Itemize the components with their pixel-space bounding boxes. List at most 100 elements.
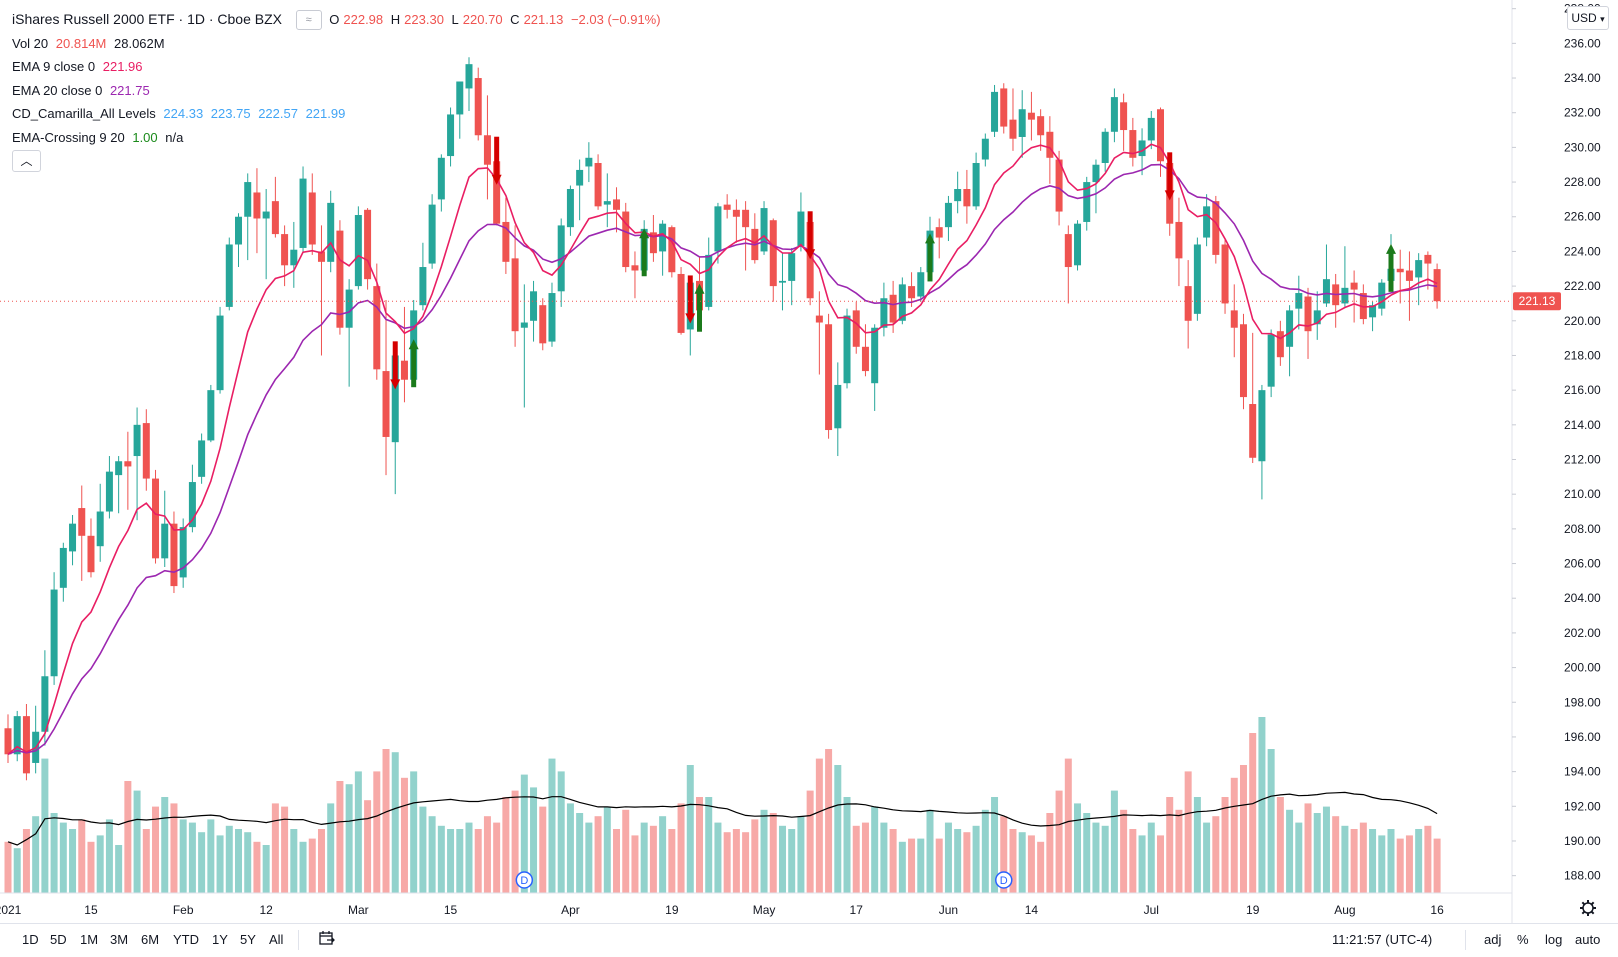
settings-gear-icon[interactable]	[1580, 900, 1596, 916]
candle-body	[603, 201, 611, 205]
volume-bar	[603, 806, 611, 893]
y-tick-label: 208.00	[1564, 522, 1601, 536]
candle-body	[419, 267, 427, 306]
y-tick-label: 204.00	[1564, 591, 1601, 605]
candle-body	[806, 221, 814, 299]
chevron-up-icon: ︿	[20, 154, 33, 168]
candle-body	[1230, 310, 1238, 328]
auto-toggle[interactable]: auto	[1575, 932, 1601, 947]
dividend-marker[interactable]: D	[515, 871, 534, 889]
volume-bar	[69, 829, 77, 893]
y-tick-label: 198.00	[1564, 695, 1601, 709]
candle-body	[1249, 404, 1257, 458]
close-value: 221.13	[523, 12, 564, 27]
y-tick-label: 194.00	[1564, 765, 1601, 779]
clock-display: 11:21:57 (UTC-4)	[1332, 932, 1433, 947]
volume-bar	[954, 829, 962, 893]
candle-body	[262, 211, 270, 219]
candle-body	[96, 511, 104, 547]
adj-toggle[interactable]: adj	[1484, 932, 1502, 947]
arrow-shaft	[807, 211, 813, 252]
candle-body	[861, 346, 869, 372]
candle-body	[1157, 109, 1164, 162]
volume-bar	[1221, 797, 1229, 893]
volume-bar	[972, 825, 980, 893]
volume-bar	[1138, 835, 1146, 893]
candle-body	[1101, 131, 1109, 163]
candle-body	[889, 294, 897, 323]
y-tick-label: 202.00	[1564, 626, 1601, 640]
volume-bar	[327, 803, 335, 893]
camarilla-value-1: 224.33	[163, 106, 204, 121]
volume-bar	[778, 825, 786, 893]
log-toggle[interactable]: log	[1545, 932, 1563, 947]
candle-body	[732, 209, 740, 217]
candle-body	[1046, 131, 1054, 158]
volume-bar	[686, 765, 694, 893]
candle-body	[1092, 164, 1100, 183]
y-tick-label: 222.00	[1564, 279, 1601, 293]
candle-body	[382, 371, 390, 437]
volume-bar	[981, 809, 989, 893]
volume-bar	[235, 829, 242, 893]
candle-body	[1415, 260, 1423, 278]
legend-volume-row[interactable]: Vol 20 20.814M 28.062M	[12, 32, 669, 56]
range-1y-button[interactable]: 1Y	[212, 932, 228, 947]
ema9-value: 221.96	[102, 59, 143, 74]
volume-bar	[1175, 809, 1183, 893]
gear-tooth	[1590, 910, 1595, 915]
percent-toggle[interactable]: %	[1517, 932, 1529, 947]
volume-bar	[124, 781, 132, 893]
candle-body	[1018, 109, 1026, 137]
volume-bar	[659, 816, 667, 893]
range-ytd-button[interactable]: YTD	[173, 932, 199, 947]
candle-body	[1212, 201, 1220, 255]
volume-bar	[207, 819, 215, 893]
symbol-title[interactable]: iShares Russell 2000 ETF · 1D · Cboe BZX	[12, 11, 282, 27]
candle-body	[1083, 182, 1091, 222]
candle-body	[391, 355, 399, 443]
candle-body	[299, 178, 307, 248]
currency-selector[interactable]: USD ▾	[1567, 6, 1609, 30]
date-range-icon[interactable]	[318, 929, 336, 950]
range-5d-button[interactable]: 5D	[50, 932, 67, 947]
legend-ema20-row[interactable]: EMA 20 close 0 221.75	[12, 79, 669, 103]
range-3m-button[interactable]: 3M	[110, 932, 129, 947]
volume-bar	[520, 774, 528, 893]
volume-bar	[1267, 749, 1275, 893]
legend-crossing-row[interactable]: EMA-Crossing 9 20 1.00 n/a	[12, 126, 669, 150]
volume-bar	[1322, 806, 1330, 893]
volume-bar	[714, 822, 722, 893]
candle-body	[1267, 334, 1275, 387]
range-1m-button[interactable]: 1M	[80, 932, 99, 947]
volume-bar	[1230, 777, 1238, 893]
y-tick-label: 196.00	[1564, 730, 1601, 744]
gear-tooth	[1581, 901, 1586, 906]
candle-body	[1009, 119, 1017, 139]
camarilla-name: CD_Camarilla_All Levels	[12, 106, 156, 121]
candle-body	[1184, 286, 1192, 321]
legend-ema9-row[interactable]: EMA 9 close 0 221.96	[12, 55, 669, 79]
collapse-legend-button[interactable]: ︿	[12, 150, 41, 172]
candle-body	[760, 208, 768, 252]
candle-body	[474, 78, 482, 136]
candle-body	[1138, 140, 1146, 157]
dividend-marker[interactable]: D	[995, 871, 1013, 889]
volume-bar	[1433, 838, 1441, 893]
legend-camarilla-row[interactable]: CD_Camarilla_All Levels 224.33 223.75 22…	[12, 102, 669, 126]
candlesticks[interactable]	[4, 57, 1441, 781]
gear-tooth	[1581, 910, 1586, 915]
low-label: L	[451, 12, 459, 27]
candle-body	[179, 527, 187, 578]
calendar-goto-icon	[319, 931, 335, 945]
range-6m-button[interactable]: 6M	[141, 932, 160, 947]
range-1d-button[interactable]: 1D	[22, 932, 39, 947]
candle-body	[566, 189, 574, 228]
range-5y-button[interactable]: 5Y	[240, 932, 256, 947]
arrow-shaft	[494, 136, 500, 177]
y-tick-label: 234.00	[1564, 71, 1601, 85]
compare-button[interactable]: ≈	[295, 9, 322, 30]
range-all-button[interactable]: All	[269, 932, 284, 947]
